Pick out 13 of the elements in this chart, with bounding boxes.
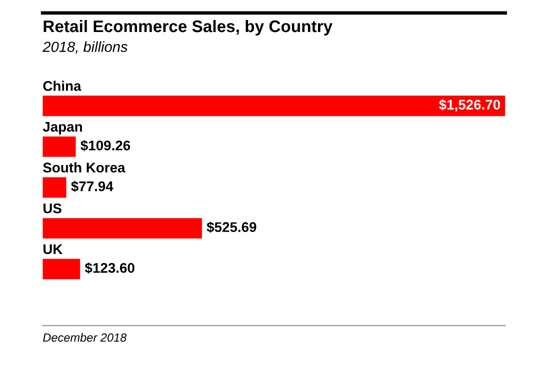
data-label: $525.69 xyxy=(206,222,256,233)
y-tick-label: South Korea xyxy=(43,162,126,173)
data-label: $77.94 xyxy=(71,180,114,192)
y-tick-label: UK xyxy=(43,244,63,254)
y-tick-label: US xyxy=(43,203,62,214)
chart-title: Retail Ecommerce Sales, by Country xyxy=(44,20,332,36)
y-tick-label: China xyxy=(43,80,82,91)
data-label: $1,526.70 xyxy=(439,99,500,112)
chart-subtitle: 2018, billions xyxy=(42,41,128,54)
data-label: $123.60 xyxy=(84,262,134,274)
y-tick-label: Japan xyxy=(42,122,82,134)
text: December 2018 xyxy=(43,333,127,342)
data-label: $109.26 xyxy=(80,140,130,152)
